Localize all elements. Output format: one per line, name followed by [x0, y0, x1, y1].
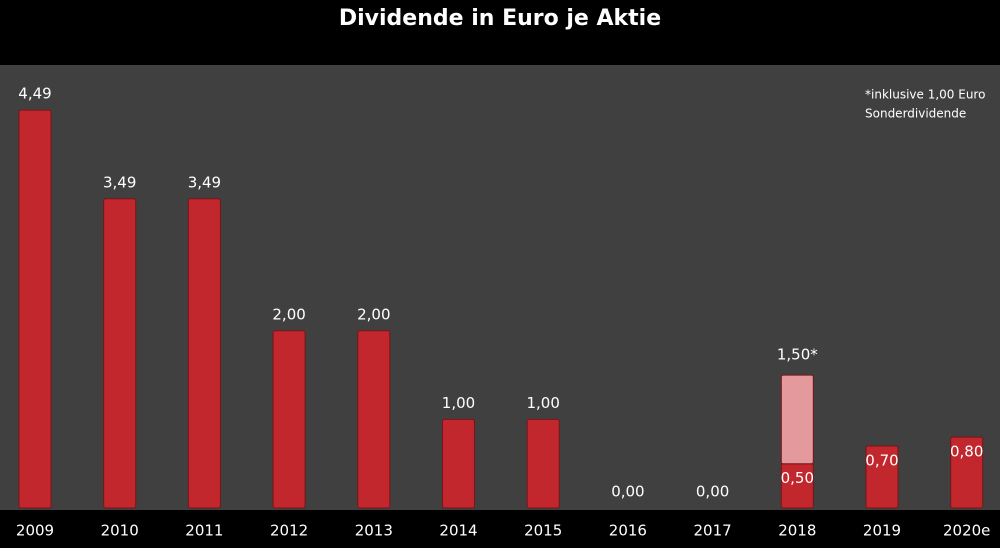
bar	[18, 109, 52, 509]
bar	[357, 330, 391, 509]
data-label: 0,50	[781, 469, 814, 487]
x-tick-label: 2015	[524, 522, 562, 540]
x-tick-label: 2019	[863, 522, 901, 540]
data-label: 0,70	[865, 451, 898, 469]
bar	[526, 418, 560, 509]
data-label: 2,00	[357, 305, 390, 323]
x-tick-label: 2010	[101, 522, 139, 540]
bar	[780, 374, 814, 465]
data-label: 1,00	[442, 394, 475, 412]
x-tick-label: 2018	[778, 522, 816, 540]
x-tick-label: 2009	[16, 522, 54, 540]
data-label: 0,80	[950, 443, 983, 461]
x-tick-label: 2014	[439, 522, 477, 540]
bar	[187, 198, 221, 509]
x-tick-label: 2012	[270, 522, 308, 540]
data-label: 3,49	[188, 173, 221, 191]
bar	[272, 330, 306, 509]
bar	[950, 436, 984, 509]
note: *inklusive 1,00 Euro	[865, 88, 985, 102]
note: Sonderdividende	[865, 107, 966, 121]
x-tick-label: 2011	[185, 522, 223, 540]
data-label: 0,00	[611, 483, 644, 501]
plot-area	[0, 65, 1000, 510]
x-tick-label: 2016	[609, 522, 647, 540]
data-label: 0,00	[696, 483, 729, 501]
x-tick-label: 2020e	[943, 522, 990, 540]
data-label: 1,00	[526, 394, 559, 412]
chart-title: Dividende in Euro je Aktie	[339, 6, 661, 31]
bar	[865, 445, 899, 509]
bar	[103, 198, 137, 509]
data-label: 3,49	[103, 173, 136, 191]
total-label: 1,50*	[777, 346, 818, 364]
x-tick-label: 2013	[355, 522, 393, 540]
x-tick-label: 2017	[694, 522, 732, 540]
bar	[442, 418, 475, 509]
data-label: 2,00	[272, 305, 305, 323]
data-label: 4,49	[18, 85, 51, 103]
